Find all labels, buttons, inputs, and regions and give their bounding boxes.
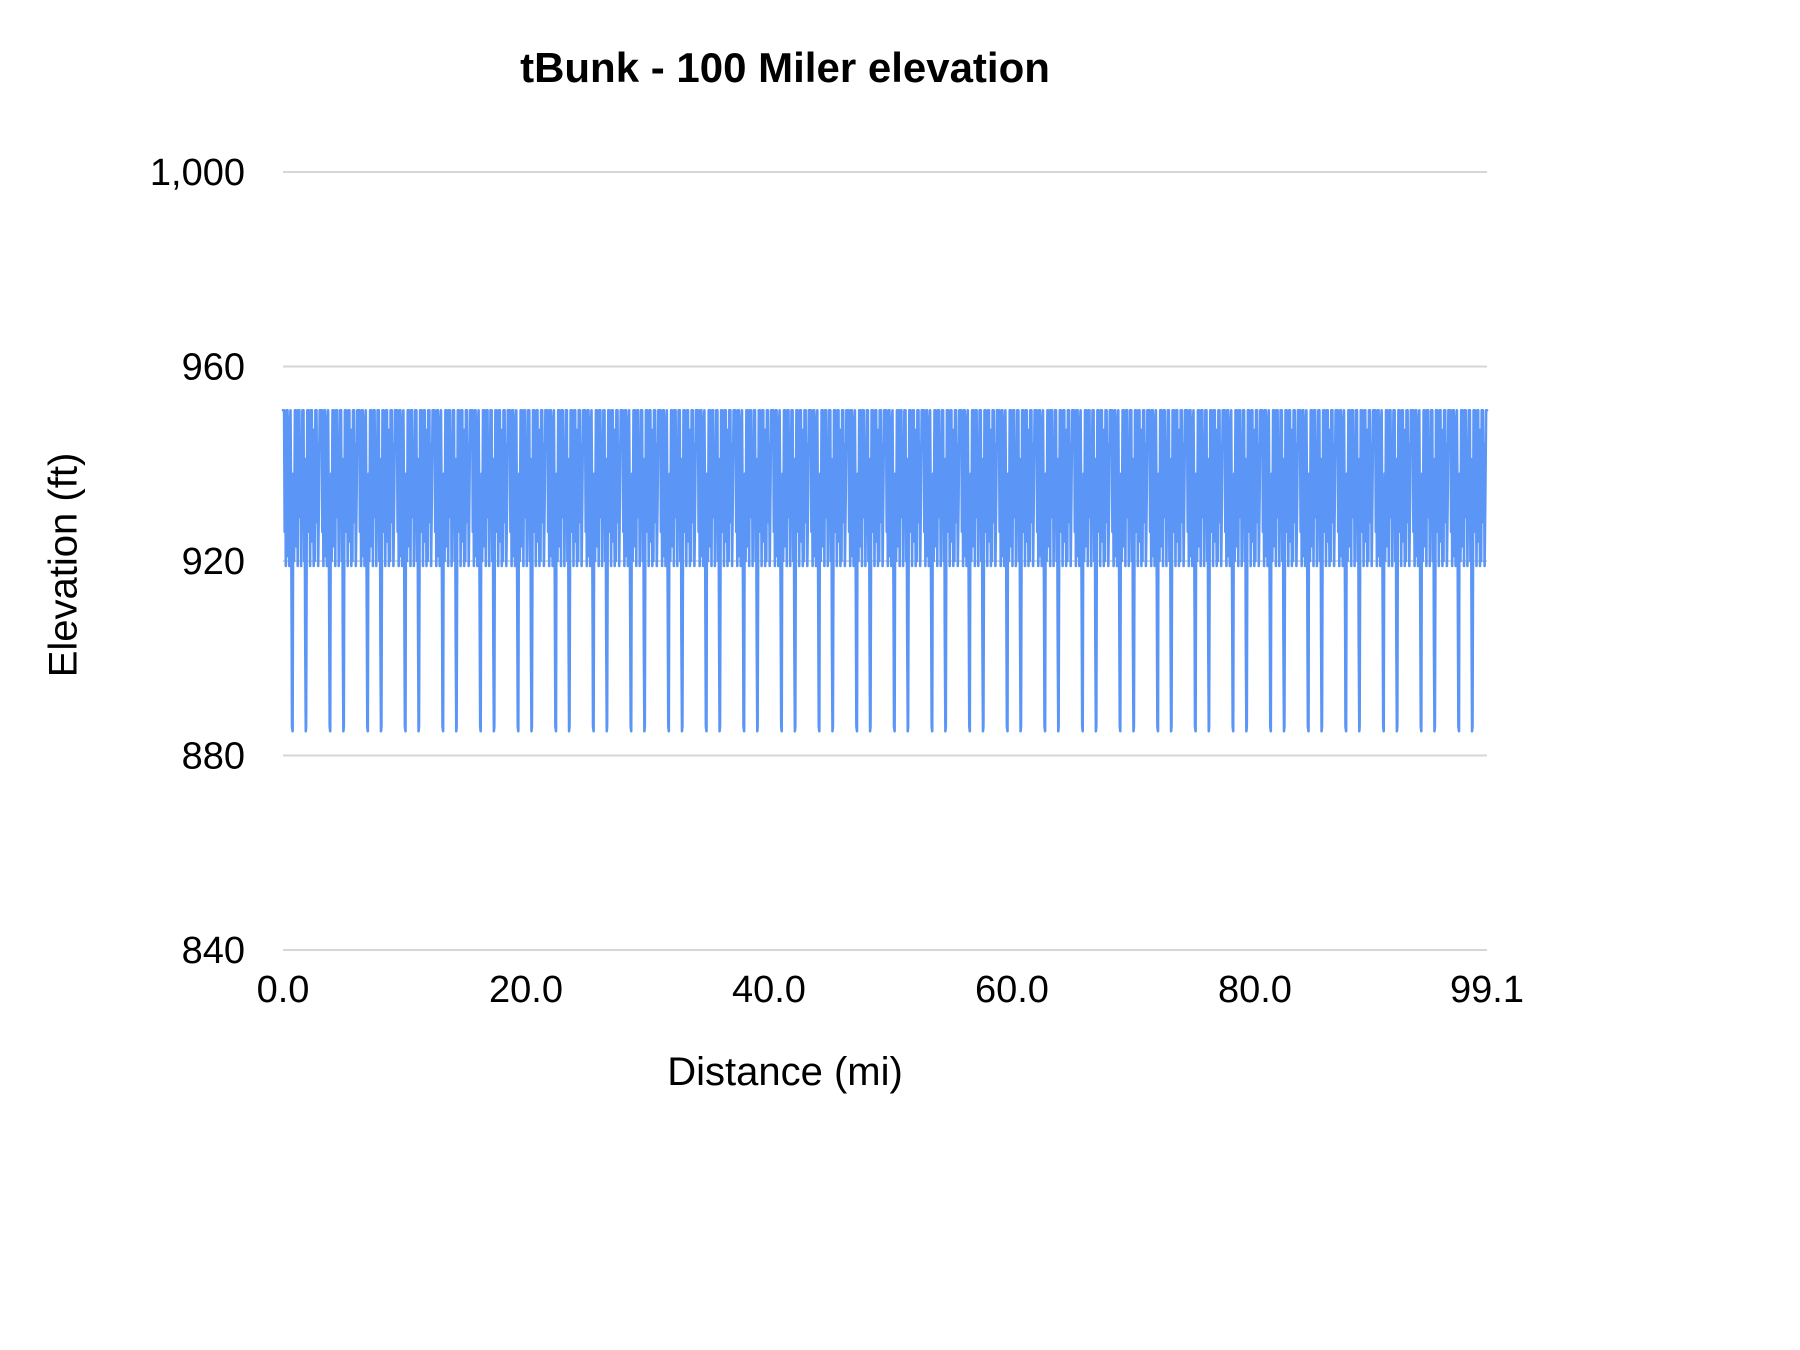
y-tick-label: 960: [182, 347, 245, 389]
elevation-series-line: [281, 408, 1489, 733]
y-tick-label: 880: [182, 736, 245, 778]
x-tick-label: 20.0: [489, 969, 563, 1011]
x-tick-label: 40.0: [732, 969, 806, 1011]
chart-title: tBunk - 100 Miler elevation: [520, 44, 1050, 91]
y-tick-label: 920: [182, 541, 245, 583]
x-tick-label: 99.1: [1450, 969, 1524, 1011]
y-tick-label: 1,000: [150, 152, 245, 194]
y-tick-label: 840: [182, 930, 245, 972]
y-axis-title: Elevation (ft): [41, 452, 86, 678]
x-tick-label: 60.0: [975, 969, 1049, 1011]
x-tick-label: 0.0: [257, 969, 310, 1011]
x-axis-title: Distance (mi): [667, 1050, 903, 1094]
x-tick-label: 80.0: [1218, 969, 1292, 1011]
